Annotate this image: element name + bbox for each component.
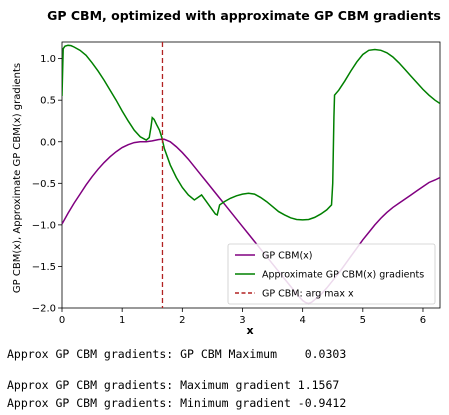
output-line-max-gradient: Approx GP CBM gradients: Maximum gradien… bbox=[7, 378, 340, 392]
legend-label: GP CBM(x) bbox=[262, 251, 313, 262]
y-tick-label: −2.0 bbox=[32, 304, 56, 315]
legend-label: GP CBM: arg max x bbox=[262, 289, 354, 300]
y-tick-label: 0.5 bbox=[40, 96, 56, 107]
x-axis-label: x bbox=[246, 324, 253, 337]
x-tick-label: 4 bbox=[299, 315, 305, 326]
series-line-approx-gradients bbox=[62, 44, 440, 221]
chart-title: GP CBM, optimized with approximate GP CB… bbox=[47, 8, 441, 23]
legend-box bbox=[227, 243, 436, 305]
y-axis-label: GP CBM(x), Approximate GP CBM(x) gradien… bbox=[12, 63, 23, 293]
legend-label: Approximate GP CBM(x) gradients bbox=[262, 270, 424, 281]
x-tick-label: 0 bbox=[59, 315, 65, 326]
output-line-min-gradient: Approx GP CBM gradients: Minimum gradien… bbox=[7, 396, 347, 410]
x-tick-label: 3 bbox=[239, 315, 245, 326]
x-tick-label: 5 bbox=[360, 315, 366, 326]
y-tick-label: −0.5 bbox=[32, 179, 56, 190]
plot-frame bbox=[61, 41, 441, 309]
y-tick-label: 1.0 bbox=[40, 54, 56, 65]
y-tick-label: −1.5 bbox=[32, 262, 56, 273]
y-tick-label: 0.0 bbox=[40, 137, 56, 148]
plot-area: 0 1 2 3 4 5 6 1.0 0.5 0.0 −0.5 −1.0 −1.5 −2.0 GP CBM(x… bbox=[32, 41, 441, 326]
output-line-maximum: Approx GP CBM gradients: GP CBM Maximum … bbox=[7, 347, 347, 361]
x-tick-label: 2 bbox=[179, 315, 185, 326]
y-tick-label: −1.0 bbox=[32, 220, 56, 231]
x-tick-label: 6 bbox=[420, 315, 426, 326]
x-tick-label: 1 bbox=[119, 315, 125, 326]
chart: GP CBM, optimized with approximate GP CB… bbox=[12, 8, 441, 337]
